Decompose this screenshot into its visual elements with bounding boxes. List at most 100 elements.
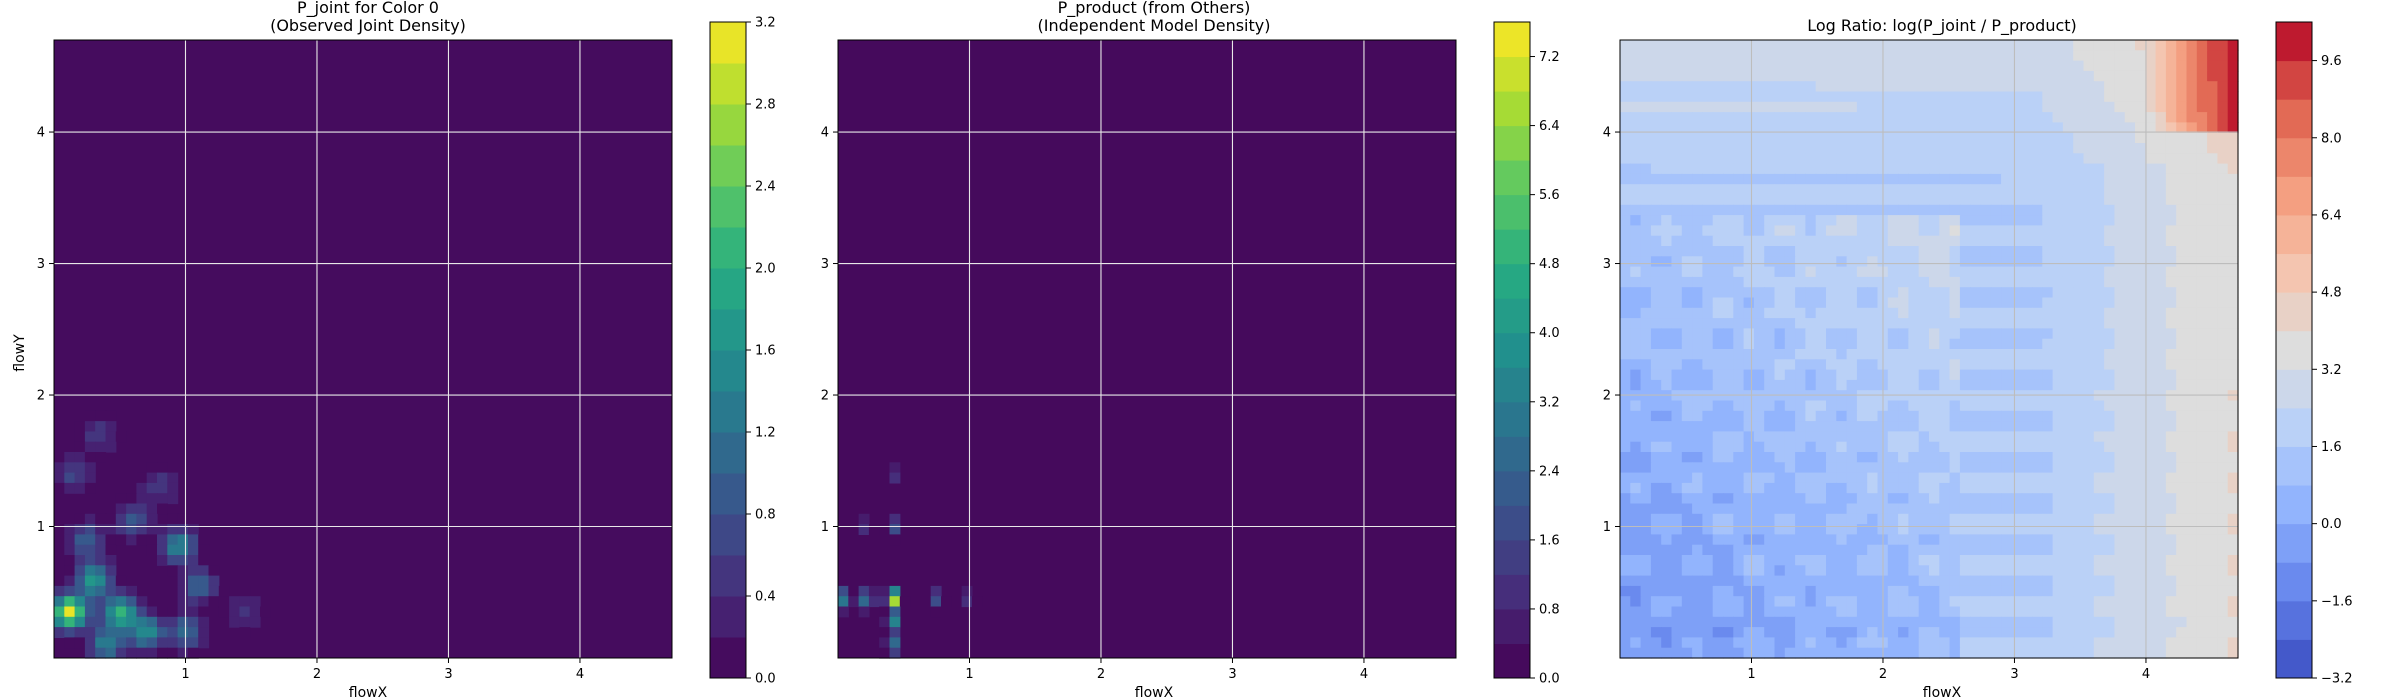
- heatmap-cell: [1929, 524, 1940, 535]
- heatmap-cell: [2042, 462, 2054, 474]
- heatmap-cell: [1620, 276, 1631, 288]
- heatmap-cell: [2052, 647, 2064, 659]
- heatmap-cell: [2196, 575, 2208, 587]
- heatmap-cell: [1733, 246, 1745, 257]
- heatmap-cell: [1867, 596, 1879, 608]
- heatmap-cell: [1929, 50, 1940, 62]
- heatmap-cell: [1918, 431, 1930, 443]
- heatmap-cell: [2062, 513, 2074, 525]
- heatmap-cell: [2042, 163, 2054, 175]
- heatmap-cell: [1980, 328, 1992, 340]
- heatmap-cell: [1630, 616, 1642, 628]
- heatmap-cell: [1826, 163, 1837, 175]
- heatmap-cell: [1970, 70, 1982, 82]
- heatmap-cell: [1650, 70, 1662, 82]
- heatmap-cell: [2073, 524, 2085, 535]
- heatmap-cell: [1949, 204, 1961, 216]
- heatmap-cell: [1805, 235, 1817, 247]
- heatmap-cell: [2186, 81, 2198, 93]
- heatmap-cell: [2093, 60, 2105, 72]
- heatmap-cell: [2155, 307, 2167, 319]
- heatmap-cell: [1712, 575, 1724, 587]
- heatmap-cell: [1980, 555, 1992, 566]
- heatmap-cell: [2227, 637, 2239, 649]
- heatmap-cell: [1970, 647, 1982, 659]
- heatmap-cell: [1970, 421, 1982, 432]
- heatmap-cell: [95, 555, 107, 566]
- heatmap-cell: [1650, 266, 1662, 278]
- heatmap-cell: [1774, 338, 1786, 350]
- heatmap-cell: [1990, 441, 2002, 453]
- heatmap-cell: [1980, 276, 1992, 288]
- heatmap-cell: [2062, 616, 2074, 628]
- heatmap-cell: [1784, 276, 1796, 288]
- heatmap-cell: [2124, 534, 2136, 546]
- heatmap-cell: [1846, 524, 1858, 535]
- heatmap-cell: [1939, 287, 1951, 299]
- heatmap-cell: [1712, 544, 1724, 556]
- heatmap-cell: [1867, 297, 1879, 309]
- heatmap-cell: [1640, 544, 1652, 556]
- heatmap-cell: [1661, 338, 1673, 350]
- heatmap-cell: [2062, 462, 2074, 474]
- heatmap-cell: [2083, 585, 2095, 597]
- heatmap-cell: [2207, 101, 2218, 113]
- heatmap-cell: [1620, 307, 1631, 319]
- colorbar-band: [710, 309, 746, 351]
- heatmap-cell: [1681, 606, 1693, 618]
- heatmap-cell: [2062, 575, 2074, 587]
- heatmap-cell: [2001, 143, 2012, 154]
- heatmap-cell: [1671, 555, 1683, 566]
- heatmap-cell: [2227, 328, 2239, 340]
- heatmap-cell: [2011, 421, 2023, 432]
- heatmap-cell: [1836, 585, 1848, 597]
- heatmap-cell: [1980, 91, 1992, 103]
- heatmap-cell: [2186, 101, 2198, 113]
- heatmap-cell: [146, 524, 158, 535]
- heatmap-cell: [74, 627, 86, 638]
- heatmap-cell: [1640, 410, 1652, 422]
- heatmap-cell: [2062, 287, 2074, 299]
- heatmap-cell: [1980, 462, 1992, 474]
- heatmap-cell: [2176, 338, 2188, 350]
- heatmap-cell: [2032, 472, 2043, 484]
- heatmap-cell: [1939, 390, 1951, 402]
- heatmap-cell: [2062, 379, 2074, 391]
- heatmap-cell: [2176, 421, 2188, 432]
- heatmap-cell: [1970, 585, 1982, 597]
- heatmap-cell: [2021, 328, 2033, 340]
- heatmap-cell: [1743, 70, 1755, 82]
- heatmap-cell: [1723, 204, 1734, 216]
- heatmap-cell: [1939, 225, 1951, 237]
- heatmap-cell: [1949, 297, 1961, 309]
- heatmap-cell: [1970, 101, 1982, 113]
- heatmap-cell: [1630, 153, 1642, 165]
- heatmap-cell: [1630, 379, 1642, 391]
- heatmap-cell: [2062, 338, 2074, 350]
- heatmap-cell: [1836, 616, 1848, 628]
- heatmap-cell: [2186, 503, 2198, 515]
- heatmap-cell: [1630, 555, 1642, 566]
- heatmap-cell: [1815, 173, 1827, 185]
- heatmap-cell: [889, 513, 901, 525]
- heatmap-cell: [1980, 379, 1992, 391]
- heatmap-cell: [2135, 307, 2146, 319]
- heatmap-cell: [74, 441, 86, 453]
- heatmap-cell: [136, 493, 148, 505]
- heatmap-cell: [2114, 235, 2126, 247]
- colorbar-band: [2276, 22, 2312, 62]
- heatmap-cell: [2093, 91, 2105, 103]
- heatmap-cell: [1764, 431, 1776, 443]
- heatmap-cell: [1918, 575, 1930, 587]
- heatmap-cell: [1650, 379, 1662, 391]
- heatmap-cell: [1980, 246, 1992, 257]
- heatmap-cell: [1620, 318, 1631, 329]
- heatmap-cell: [1856, 287, 1868, 299]
- heatmap-cell: [2104, 225, 2115, 237]
- heatmap-cell: [2135, 318, 2146, 329]
- heatmap-cell: [1949, 143, 1961, 154]
- heatmap-cell: [2227, 215, 2239, 226]
- heatmap-cell: [2155, 132, 2167, 144]
- heatmap-cell: [1671, 215, 1683, 226]
- heatmap-cell: [1743, 565, 1755, 577]
